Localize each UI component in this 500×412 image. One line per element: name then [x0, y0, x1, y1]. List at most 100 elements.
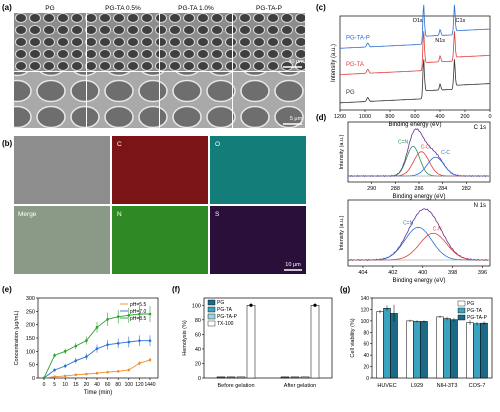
panel-a-headers: PG PG-TA 0.5% PG-TA 1.0% PG-TA-P: [45, 5, 282, 12]
f-legend-swatch: [207, 306, 216, 313]
g-bar: [466, 322, 474, 379]
f-legend-label: PG-TA-P: [217, 314, 238, 320]
e-x-tick-label: 60: [105, 382, 111, 388]
f-y-tick-label: 0: [198, 376, 201, 382]
g-category-label: L929: [411, 383, 423, 389]
e-x-tick-label: 20: [84, 382, 90, 388]
eds-label-n: N: [117, 211, 122, 218]
c-x-tick-label: 400: [435, 114, 444, 120]
e-point: [138, 362, 141, 365]
sem-top-pg-ta-10: [160, 13, 232, 71]
e-point: [95, 326, 99, 329]
c-series-label: PG-TA: [346, 62, 364, 68]
e-point: [74, 359, 78, 362]
e-point: [53, 354, 56, 357]
e-x-tick-label: 120: [135, 382, 144, 388]
e-point: [116, 370, 120, 373]
d-x-tick-label: 402: [388, 270, 397, 276]
e-y-tick-label: 50: [29, 363, 35, 369]
e-point: [53, 375, 56, 378]
g-y-tick-label: 120: [361, 307, 370, 313]
g-y-tick-label: 60: [363, 342, 369, 348]
c-x-tick-label: 600: [410, 114, 419, 120]
e-x-tick-label: 80: [115, 382, 121, 388]
f-category-label: After gelation: [284, 383, 316, 389]
chart-f-hemolysis: (f) 0 20 40 60 80 100 Hemolysis (%) Before gelat…: [172, 285, 333, 389]
f-bar: [280, 376, 290, 379]
e-y-tick-label: 100: [26, 349, 35, 355]
g-y-tick-label: 0: [366, 376, 369, 382]
eds-label-o: O: [215, 141, 220, 148]
f-category-label: Before gelation: [218, 383, 255, 389]
c-series-label: PG-TA-P: [346, 36, 370, 42]
sem-bottom-pg-ta-p: [233, 72, 305, 128]
e-x-tick-label: 40: [94, 382, 100, 388]
e-y-tick-label: 250: [26, 309, 35, 315]
header-pg-ta-10: PG-TA 1.0%: [178, 5, 214, 12]
e-x-tick-label: 15: [73, 382, 79, 388]
g-bar: [480, 322, 488, 379]
g-bar: [383, 308, 391, 379]
f-legend-swatch: [207, 320, 216, 327]
e-point: [42, 376, 46, 380]
g-legend-label: PG-TA-P: [467, 315, 488, 321]
g-bar: [473, 323, 481, 379]
g-bar: [406, 320, 414, 379]
d-ylabel: Intensity (a.u.): [339, 134, 345, 169]
d-x-tick-label: 290: [367, 186, 376, 192]
e-xlabel: Time (min): [84, 390, 112, 396]
c-ylabel: Intensity (a.u.): [331, 44, 337, 82]
sem-top-pg-ta-05: [87, 13, 159, 71]
e-point: [74, 344, 78, 348]
d-x-tick-label: 284: [438, 186, 447, 192]
f-bar: [216, 376, 226, 379]
eds-s: [210, 206, 306, 274]
e-point: [148, 339, 152, 342]
f-ylabel: Hemolysis (%): [182, 320, 188, 356]
panel-b: (b) C O Merge N S 10 μm: [2, 136, 306, 274]
e-ylabel: Concentration (μg/mL): [14, 310, 20, 365]
d-xlabel: Binding energy (eV): [392, 194, 445, 200]
e-point: [127, 368, 131, 372]
eds-c: [112, 136, 208, 204]
e-point: [138, 339, 141, 342]
e-point: [63, 350, 67, 353]
d-peak-line: [348, 156, 489, 177]
panel-c-label: (c): [316, 3, 326, 12]
sem-bottom-pg-ta-05: [87, 72, 159, 128]
panel-d-label: (d): [316, 113, 327, 122]
g-legend-label: PG-TA: [467, 308, 483, 314]
f-y-tick-label: 40: [195, 347, 201, 353]
sem-top-pg-ta-p: [233, 13, 305, 71]
f-point: [249, 303, 253, 307]
e-point: [138, 312, 141, 316]
g-bar: [420, 321, 428, 379]
c-x-tick-label: 0: [488, 114, 491, 120]
e-point: [116, 315, 120, 318]
g-bar: [413, 321, 421, 379]
g-category-label: NIH-3T3: [437, 383, 458, 389]
d-peak-line: [348, 145, 489, 177]
d-x-tick-label: 396: [478, 270, 487, 276]
f-y-tick-label: 100: [192, 303, 201, 309]
d-envelope-line: [347, 208, 489, 262]
panel-a-label: (a): [2, 3, 12, 12]
e-x-tick-label: 100: [125, 382, 134, 388]
f-bar: [290, 376, 300, 379]
e-point: [148, 312, 152, 316]
c-x-tick-label: 800: [385, 114, 394, 120]
e-x-tick-label: 0: [43, 382, 46, 388]
d-ylabel: Intensity (a.u.): [339, 215, 345, 250]
panel-d-frame: [347, 199, 491, 267]
g-legend-label: PG: [467, 301, 474, 307]
g-y-tick-label: 140: [361, 296, 370, 302]
e-legend-label: pH=7.0: [130, 309, 146, 315]
c-x-tick-label: 200: [460, 114, 469, 120]
e-point: [85, 355, 88, 358]
f-legend-swatch: [207, 299, 216, 306]
e-point: [95, 347, 99, 350]
e-point: [106, 343, 109, 346]
g-bar: [450, 319, 458, 379]
panel-g-frame: [371, 297, 493, 379]
e-x-tick-label: 10: [62, 382, 68, 388]
